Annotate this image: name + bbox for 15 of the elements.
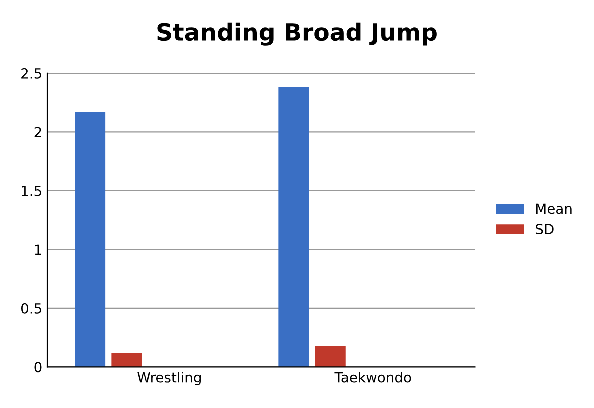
y-tick-label: 2 bbox=[34, 127, 42, 138]
legend-label: SD bbox=[536, 224, 554, 235]
bar bbox=[278, 88, 310, 368]
bar bbox=[315, 346, 346, 368]
y-tick-label: 1 bbox=[35, 244, 42, 255]
y-tick-label: 0 bbox=[34, 362, 42, 373]
legend-label: Mean bbox=[536, 204, 572, 214]
y-tick-label: 1.5 bbox=[22, 186, 42, 196]
bar bbox=[75, 112, 106, 368]
chart-title: Standing Broad Jump bbox=[158, 22, 437, 46]
y-tick-label: 2.5 bbox=[22, 68, 42, 79]
bar bbox=[112, 353, 142, 368]
x-tick-label: Taekwondo bbox=[334, 372, 412, 383]
x-tick-label: Wrestling bbox=[138, 372, 201, 386]
y-tick-label: 0.5 bbox=[21, 303, 42, 314]
